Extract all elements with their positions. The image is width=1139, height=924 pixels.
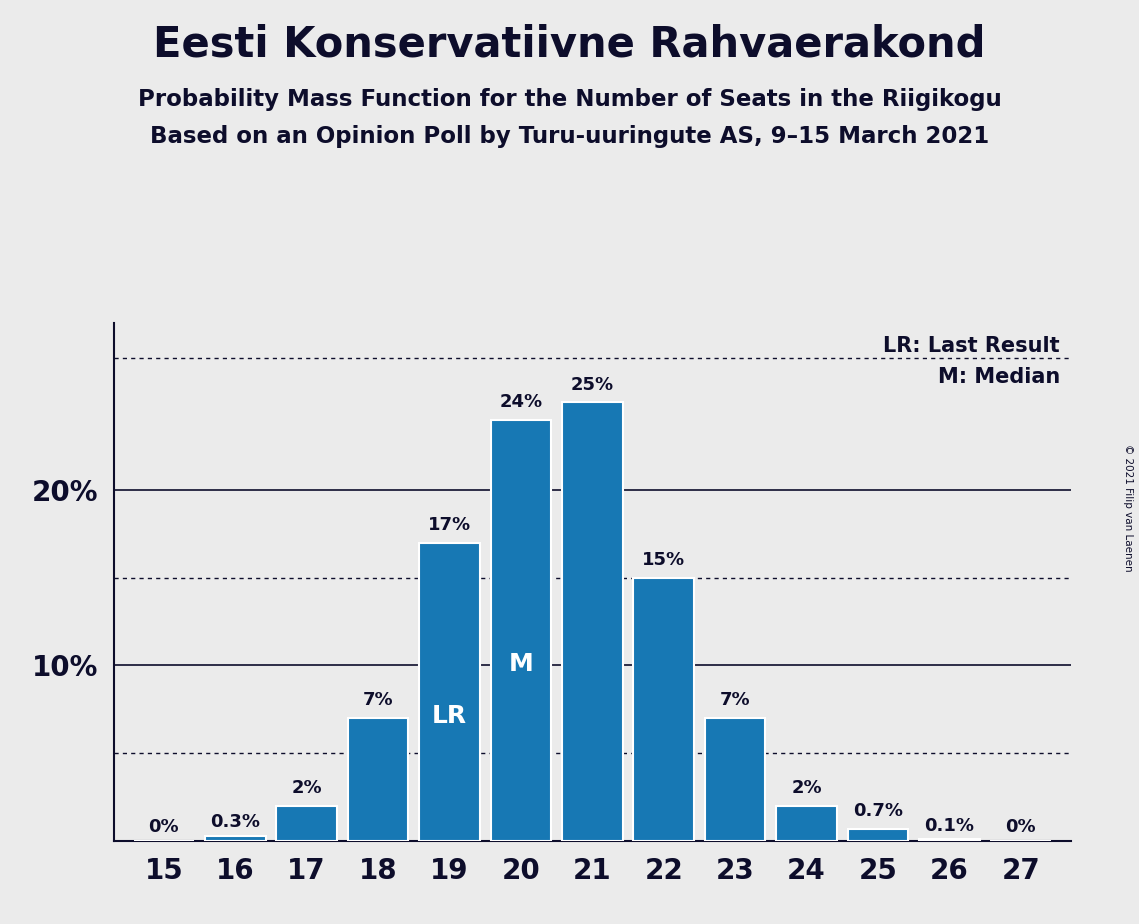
Text: © 2021 Filip van Laenen: © 2021 Filip van Laenen	[1123, 444, 1133, 572]
Text: M: Median: M: Median	[937, 367, 1060, 387]
Text: LR: LR	[432, 703, 467, 727]
Text: Eesti Konservatiivne Rahvaerakond: Eesti Konservatiivne Rahvaerakond	[154, 23, 985, 65]
Text: Probability Mass Function for the Number of Seats in the Riigikogu: Probability Mass Function for the Number…	[138, 88, 1001, 111]
Text: 15%: 15%	[642, 551, 686, 569]
Bar	[277, 806, 337, 841]
Text: M: M	[508, 652, 533, 676]
Text: 17%: 17%	[428, 516, 472, 534]
Bar	[562, 402, 623, 841]
Text: 2%: 2%	[292, 779, 322, 797]
Bar	[491, 419, 551, 841]
Text: 0.1%: 0.1%	[924, 817, 974, 834]
Text: 2%: 2%	[792, 779, 822, 797]
Bar	[776, 806, 837, 841]
Bar	[419, 542, 480, 841]
Bar	[705, 718, 765, 841]
Text: 0.3%: 0.3%	[211, 813, 261, 832]
Bar	[847, 829, 908, 841]
Text: 0%: 0%	[1006, 819, 1036, 836]
Text: 7%: 7%	[362, 691, 393, 710]
Text: 24%: 24%	[499, 393, 542, 411]
Bar	[633, 578, 694, 841]
Text: 0.7%: 0.7%	[853, 802, 903, 820]
Bar	[205, 835, 265, 841]
Text: 25%: 25%	[571, 375, 614, 394]
Text: Based on an Opinion Poll by Turu-uuringute AS, 9–15 March 2021: Based on an Opinion Poll by Turu-uuringu…	[150, 125, 989, 148]
Text: 0%: 0%	[148, 819, 179, 836]
Bar	[347, 718, 409, 841]
Text: LR: Last Result: LR: Last Result	[884, 335, 1060, 356]
Bar	[919, 839, 980, 841]
Text: 7%: 7%	[720, 691, 751, 710]
